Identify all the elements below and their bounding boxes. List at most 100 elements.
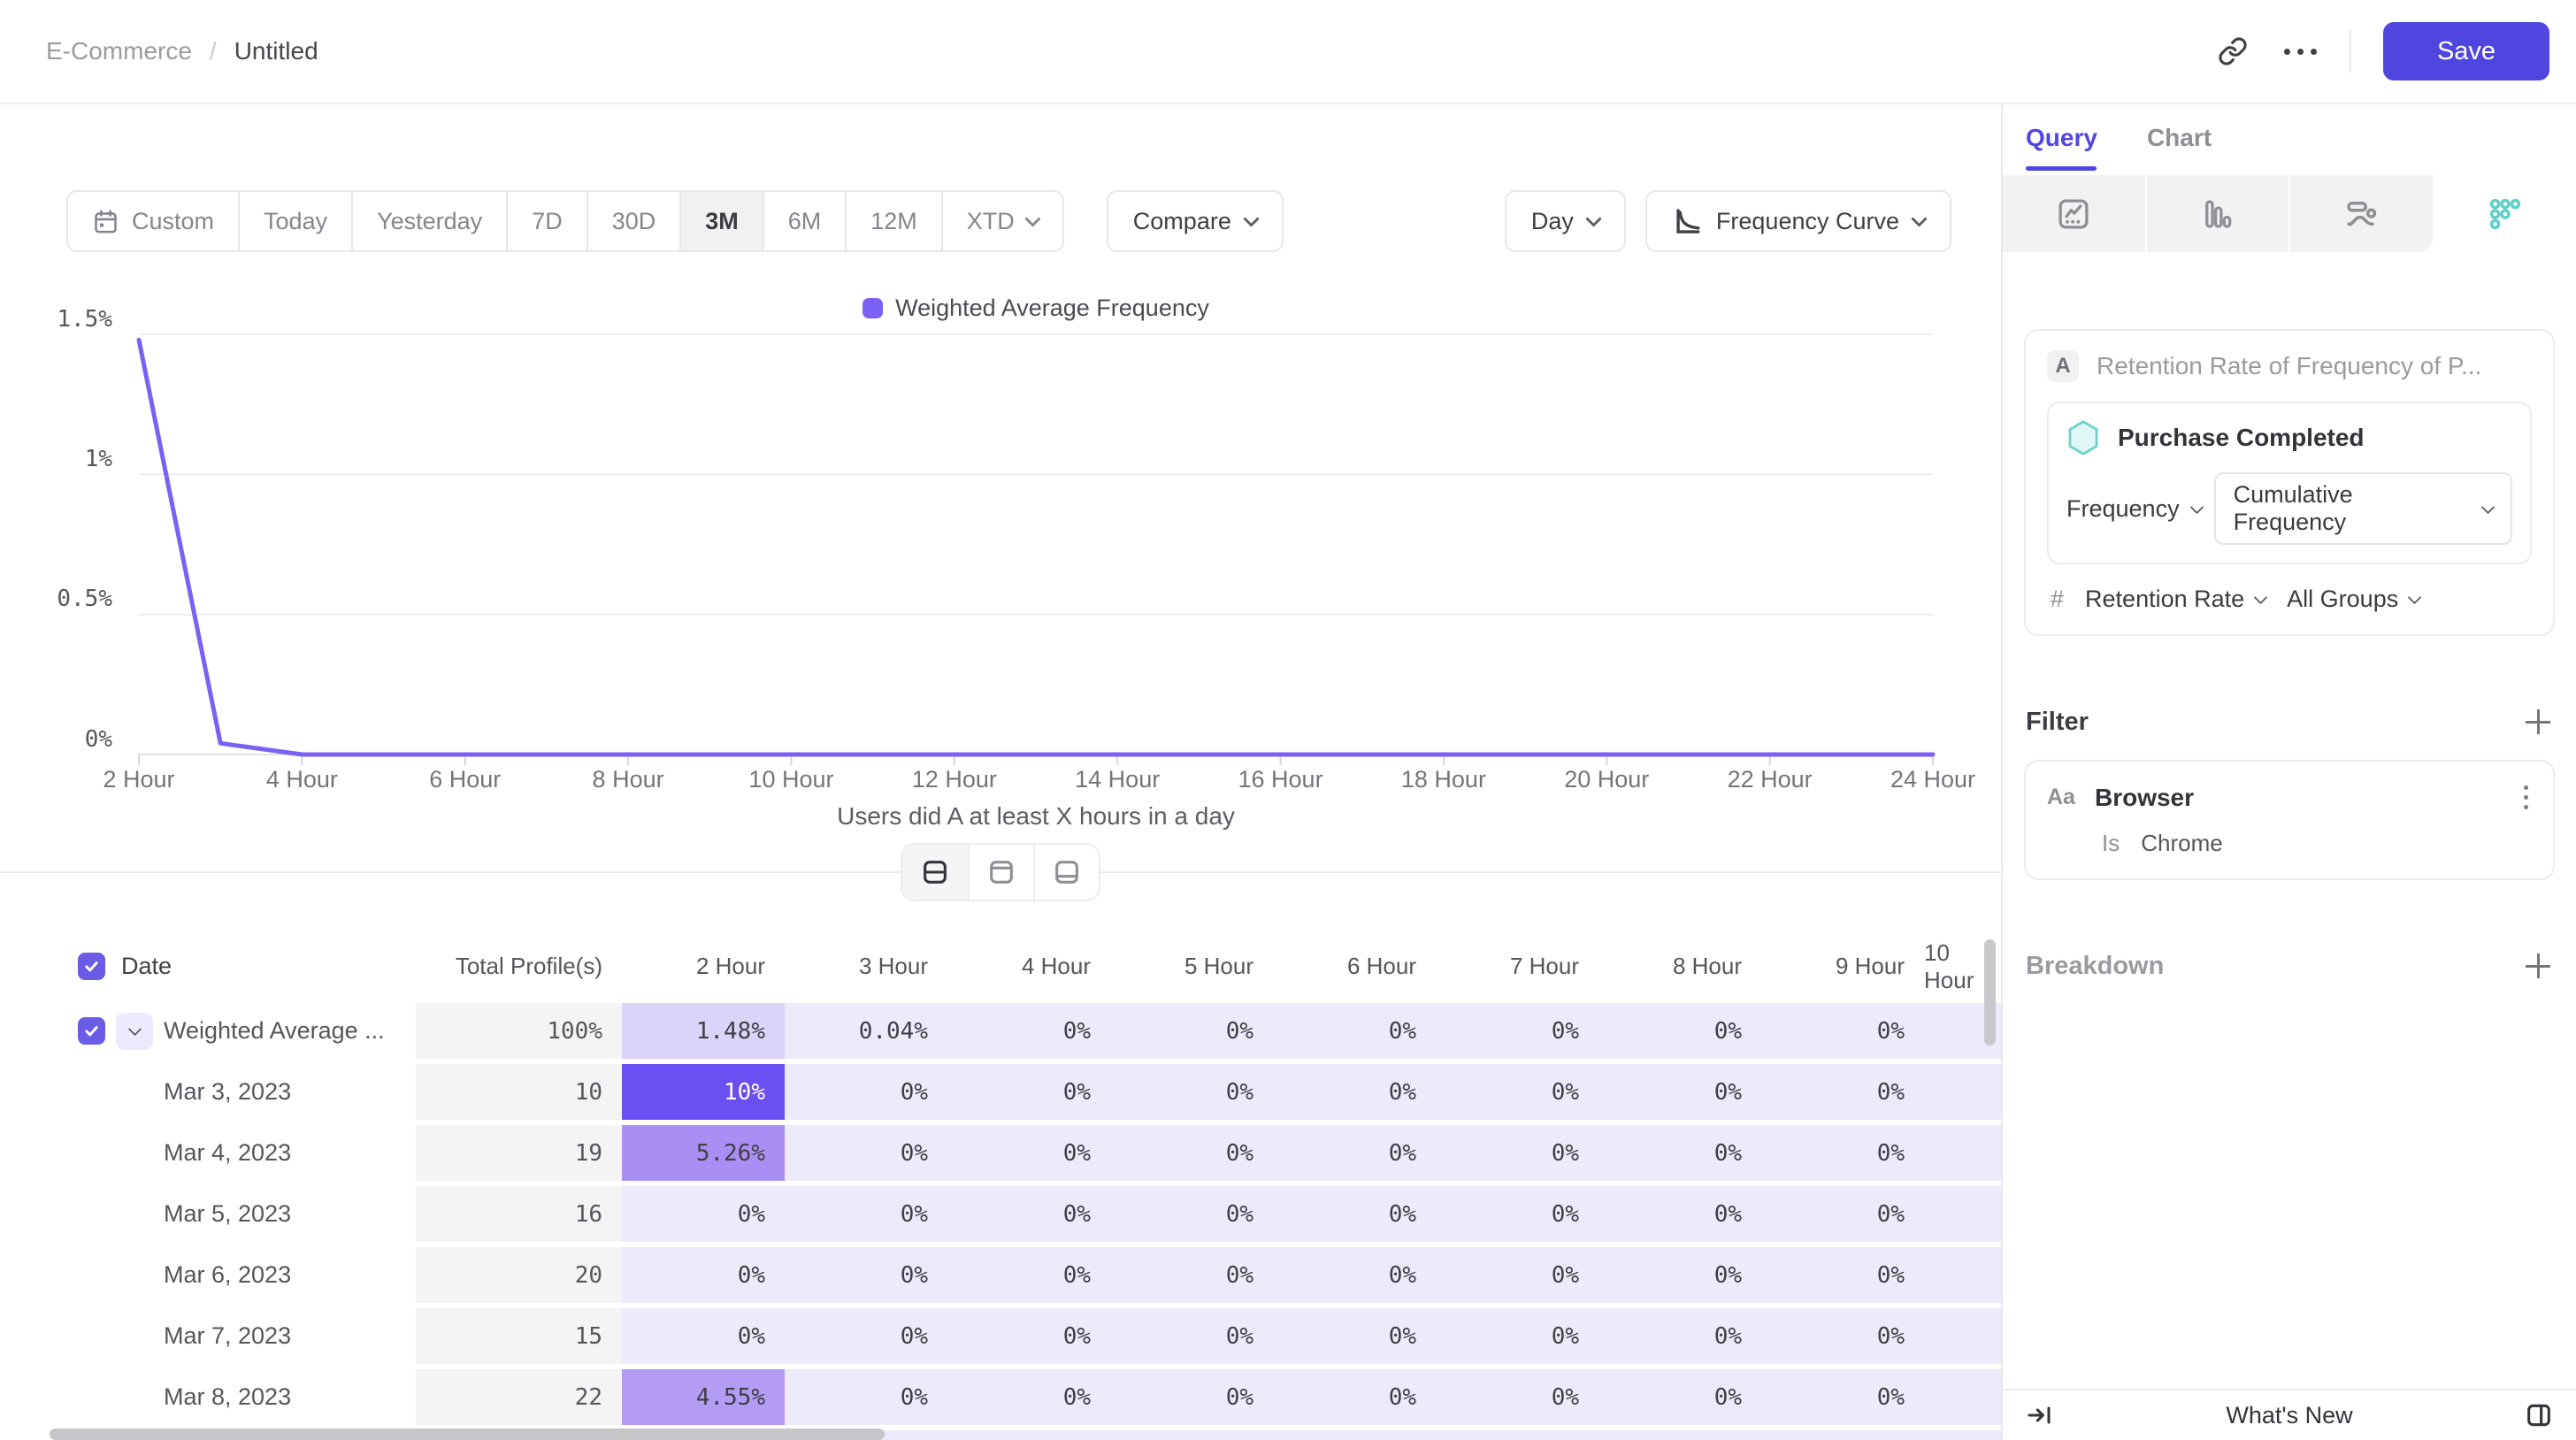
cell-value: 0% [1761,1308,1924,1364]
side-panel-toggle-icon[interactable] [2523,1399,2555,1431]
date-range-30d[interactable]: 30D [586,192,680,250]
layout-split-view-button[interactable] [902,845,968,900]
column-header-date: Date [121,953,172,979]
save-button[interactable]: Save [2383,22,2549,80]
chart-type-retention-selected[interactable] [2432,175,2576,252]
all-groups-dropdown[interactable]: All Groups [2287,586,2422,613]
date-range-3m-selected[interactable]: 3M [679,192,763,250]
cumulative-frequency-dropdown[interactable]: Cumulative Frequency [2213,472,2512,545]
tab-chart-label: Chart [2146,124,2212,151]
cell-total-profiles: 16 [416,1186,622,1242]
cell-value: 0% [1273,1369,1436,1425]
bottom-band-view-icon [1055,861,1078,884]
cell-value: 5.26% [622,1125,785,1181]
date-range-yesterday[interactable]: Yesterday [351,192,506,250]
date-range-6m[interactable]: 6M [762,192,846,250]
cell-value: 0% [947,1003,1110,1059]
table-horizontal-scrollbar[interactable] [50,1429,885,1440]
chart-mode-dropdown[interactable]: Frequency Curve [1644,190,1951,252]
check-icon [85,961,98,972]
filter-card: Aa Browser Is Chrome [2024,760,2555,880]
ellipsis-icon[interactable] [2282,34,2318,69]
chevron-down-icon [1243,210,1260,227]
cell-value: 0% [1273,1186,1436,1242]
chevron-down-icon [2189,500,2204,514]
cell-value: 0% [1110,1186,1273,1242]
layout-chart-view-button[interactable] [1033,845,1099,900]
chart-type-strip [2003,175,2576,252]
whats-new-link[interactable]: What's New [2226,1401,2353,1429]
retention-rate-dropdown[interactable]: Retention Rate [2085,586,2268,613]
breadcrumb-report-title[interactable]: Untitled [234,37,318,65]
x-axis-tick-label: 4 Hour [265,766,338,793]
number-icon: # [2051,586,2065,612]
cell-value: 0% [785,1125,947,1181]
cell-value: 0% [1436,1186,1598,1242]
cell-value: 0.04% [785,1003,947,1059]
column-header: 10 Hour [1924,938,1974,993]
legend-swatch [862,298,884,318]
cell-value: 0% [1761,1064,1924,1120]
table-vertical-scrollbar[interactable] [1984,939,1996,1046]
event-name[interactable]: Purchase Completed [2118,424,2365,451]
chart-svg [136,333,1936,765]
gridlines [139,333,1933,616]
tab-chart[interactable]: Chart [2147,124,2218,175]
chevron-down-icon [2253,590,2268,605]
layout-table-view-button[interactable] [968,845,1033,900]
chevron-down-icon [1024,210,1041,227]
date-range-xtd[interactable]: XTD [940,192,1062,250]
x-axis-tick-label: 22 Hour [1727,766,1813,793]
retention-dots-icon [2489,198,2520,229]
x-axis-tick-label: 24 Hour [1890,766,1976,793]
date-range-7d[interactable]: 7D [506,192,586,250]
breadcrumb-project[interactable]: E-Commerce [46,37,192,65]
x-axis-tick-label: 18 Hour [1400,766,1486,793]
add-breakdown-icon[interactable] [2523,951,2553,981]
granularity-dropdown[interactable]: Day [1504,190,1626,252]
x-axis-labels: 2 Hour 4 Hour 6 Hour 8 Hour 10 Hour 12 Hour 14… [103,766,1975,800]
filter-property-name[interactable]: Browser [2094,783,2195,811]
column-header: 7 Hour [1509,953,1579,979]
cell-total-profiles: 19 [416,1125,622,1181]
chart-type-bars[interactable] [2144,175,2288,252]
cell-value: 0% [1598,1247,1761,1303]
filter-operator[interactable]: Is [2102,830,2120,856]
chart-type-insights[interactable] [2003,175,2145,252]
link-icon[interactable] [2215,34,2250,69]
chevron-down-icon [2480,500,2496,514]
collapse-panel-icon[interactable] [2024,1399,2056,1431]
breakdown-section-header: Breakdown [2026,951,2553,981]
query-title[interactable]: Retention Rate of Frequency of P... [2097,352,2482,379]
x-axis-tick-label: 16 Hour [1238,766,1323,793]
date-range-12m[interactable]: 12M [845,192,941,250]
expand-row-button[interactable] [116,1012,153,1050]
date-range-custom[interactable]: Custom [68,192,238,250]
kebab-menu-icon[interactable] [2520,779,2532,816]
cell-value: 0% [1436,1125,1598,1181]
column-header: 9 Hour [1835,953,1905,979]
cell-value: 0% [1761,1186,1924,1242]
date-range-label: Custom [132,207,215,234]
top-bar: E-Commerce / Untitled Save [0,0,2576,104]
cell-value [1110,1430,1273,1440]
date-range-today[interactable]: Today [238,192,351,250]
frequency-curve-chart [136,333,1936,770]
cell-value: 0% [1598,1308,1761,1364]
row-checkbox[interactable] [78,1017,105,1045]
chart-type-flows[interactable] [2288,175,2433,252]
compare-button[interactable]: Compare [1106,190,1284,252]
granularity-label: Day [1530,207,1574,234]
select-all-checkbox[interactable] [78,953,105,980]
cell-value: 0% [1761,1247,1924,1303]
frequency-label: Frequency [2066,494,2180,522]
cell-value: 0% [785,1369,947,1425]
chart-legend[interactable]: Weighted Average Frequency [139,295,1933,322]
tab-query[interactable]: Query [2026,124,2097,175]
cell-value [1436,1430,1598,1440]
chart-toolbar: Custom Today Yesterday 7D 30D 3M 6M 12M … [66,190,1951,252]
add-filter-icon[interactable] [2523,707,2553,737]
table-row: Mar 5, 2023 16 0% 0% 0% 0% 0% 0% 0% 0% [0,1186,2001,1242]
frequency-dropdown[interactable]: Frequency [2066,494,2204,523]
filter-value[interactable]: Chrome [2141,830,2223,856]
